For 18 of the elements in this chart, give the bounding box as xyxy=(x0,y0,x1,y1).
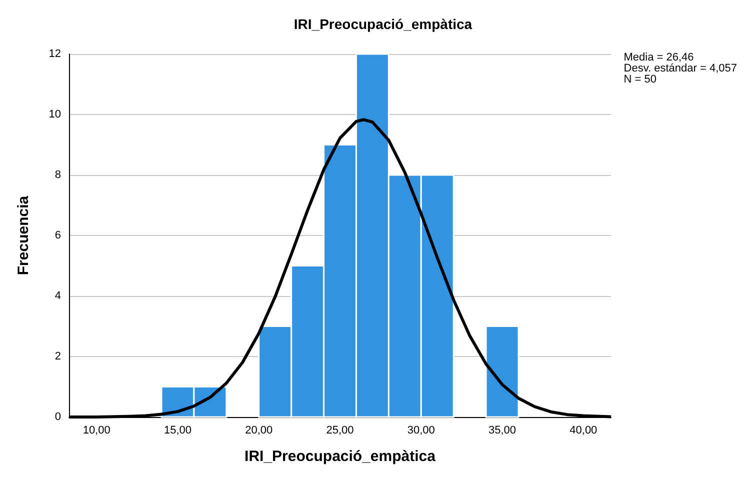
text: Media = 26,46 Desv. estándar = 4,057 N = 50 xyxy=(624,52,738,86)
x-tick-label: 25,00 xyxy=(326,424,354,436)
x-tick-label: 20,00 xyxy=(245,424,273,436)
y-tick-label: 4 xyxy=(54,290,61,302)
y-tick-label: 12 xyxy=(48,48,61,60)
y-tick-label: 6 xyxy=(54,230,61,242)
chart-title: IRI_Preocupació_empàtica xyxy=(294,16,472,32)
x-tick-label: 30,00 xyxy=(407,424,435,436)
y-tick-label: 10 xyxy=(48,108,61,120)
x-tick-label: 10,00 xyxy=(82,424,110,436)
y-tick-label: 0 xyxy=(54,411,61,423)
x-axis-title: IRI_Preocupació_empàtica xyxy=(244,448,436,465)
y-tick-label: 2 xyxy=(54,350,61,362)
x-tick-label: 35,00 xyxy=(488,424,516,436)
y-axis-title: Frecuencia xyxy=(15,195,32,276)
x-tick-label: 15,00 xyxy=(164,424,192,436)
x-tick-label: 40,00 xyxy=(570,424,598,436)
y-tick-label: 8 xyxy=(54,169,61,181)
